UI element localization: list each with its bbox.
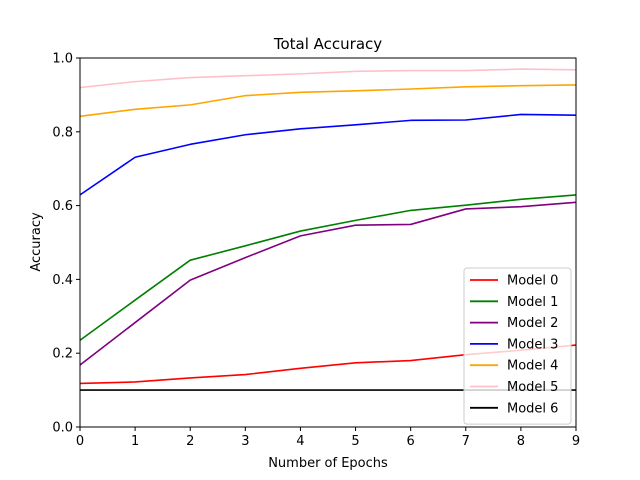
legend-label: Model 2 — [507, 316, 558, 331]
x-tick-label: 6 — [407, 434, 415, 449]
x-tick-label: 9 — [572, 434, 580, 449]
y-axis-label: Accuracy — [29, 212, 44, 272]
x-tick-label: 0 — [76, 434, 84, 449]
x-tick-label: 3 — [241, 434, 249, 449]
axes-frame — [79, 57, 577, 428]
y-tick-label: 1.0 — [52, 52, 73, 67]
legend: Model 0 Model 1 Model 2 Model 3 Model 4 Model… — [463, 267, 572, 425]
x-tick-label: 7 — [462, 434, 470, 449]
legend-label: Model 3 — [507, 337, 558, 352]
x-tick-label: 5 — [351, 434, 359, 449]
legend-label: Model 4 — [507, 359, 558, 374]
series-line-model-2 — [79, 201, 577, 366]
chart-title: Total Accuracy — [273, 35, 382, 53]
x-axis-ticks: 0 1 2 3 4 5 6 7 8 9 — [76, 427, 580, 449]
x-tick-label: 8 — [517, 434, 525, 449]
series-line-model-4 — [79, 84, 577, 118]
legend-label: Model 0 — [507, 274, 558, 289]
x-tick-label: 2 — [186, 434, 194, 449]
legend-box — [463, 267, 572, 425]
x-axis-label: Number of Epochs — [268, 456, 388, 471]
y-tick-label: 0.8 — [52, 125, 73, 140]
x-tick-label: 4 — [296, 434, 304, 449]
series-line-model-3 — [79, 113, 577, 196]
y-tick-label: 0.0 — [52, 421, 73, 436]
y-axis-ticks: 0.0 0.2 0.4 0.6 0.8 1.0 — [52, 52, 80, 436]
y-tick-label: 0.6 — [52, 199, 73, 214]
x-tick-label: 1 — [131, 434, 139, 449]
legend-label: Model 6 — [507, 401, 558, 416]
y-tick-label: 0.4 — [52, 273, 73, 288]
y-tick-label: 0.2 — [52, 347, 73, 362]
series-line-model-5 — [79, 68, 577, 89]
legend-label: Model 5 — [507, 380, 558, 395]
series-line-model-1 — [79, 194, 577, 341]
legend-label: Model 1 — [507, 295, 558, 310]
